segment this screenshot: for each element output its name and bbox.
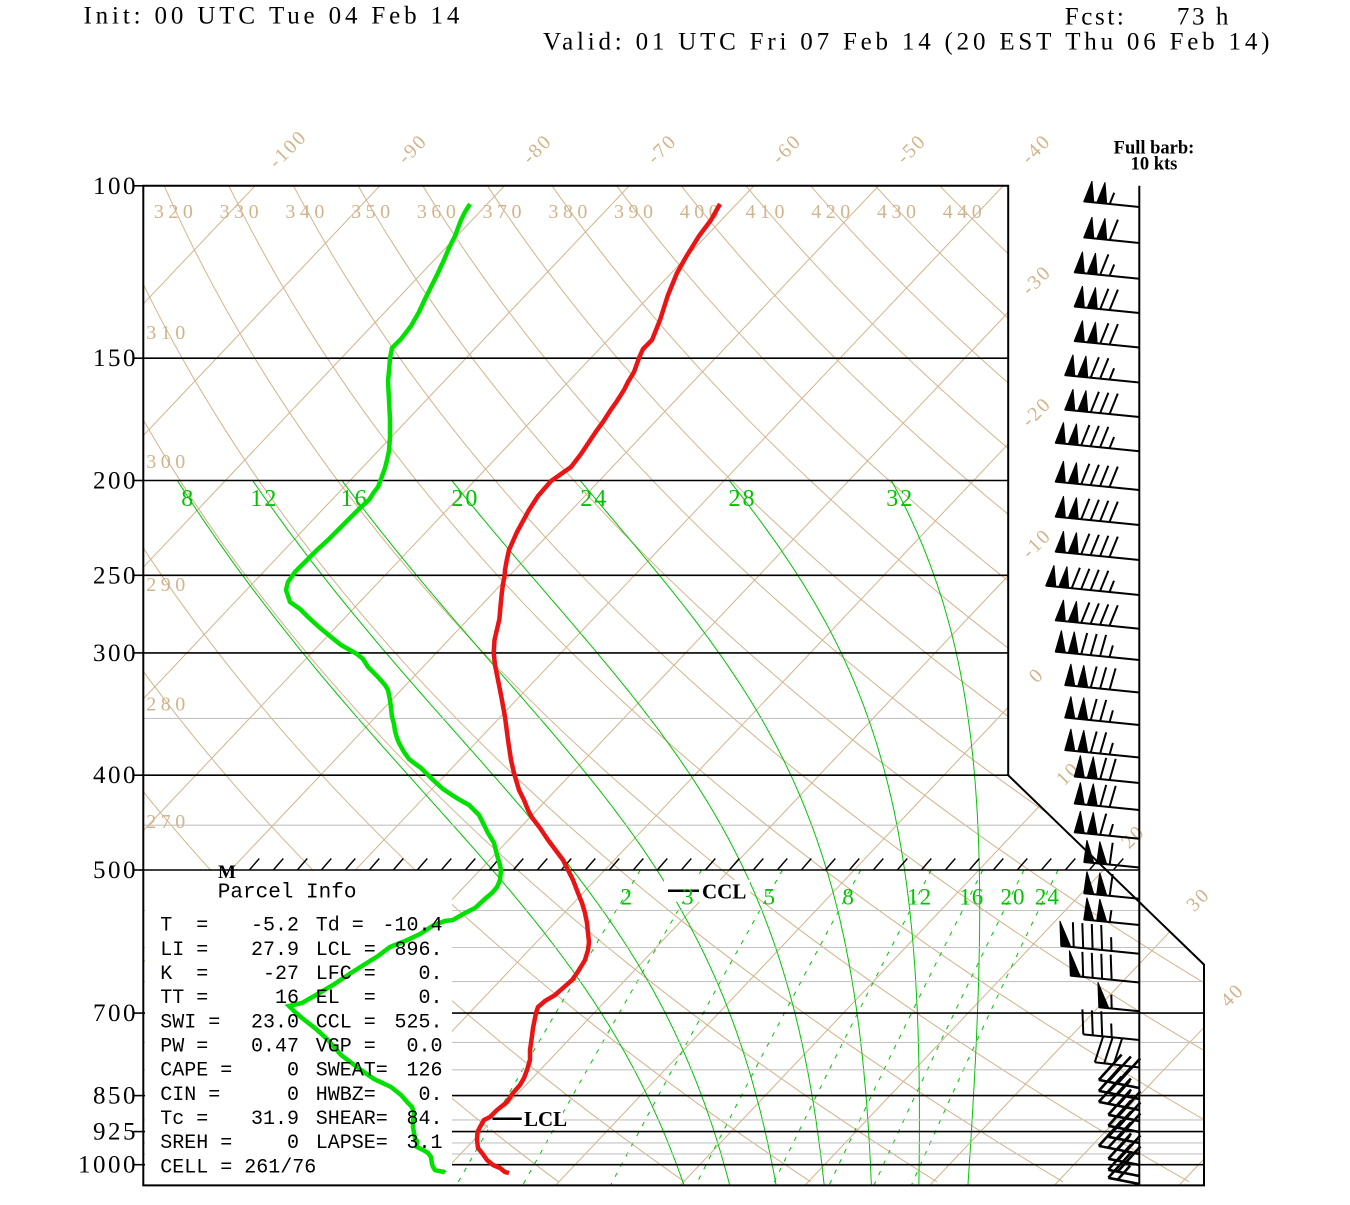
svg-text:-10.4: -10.4 xyxy=(382,915,442,938)
svg-text:350: 350 xyxy=(351,201,395,223)
svg-text:16: 16 xyxy=(341,486,369,512)
svg-text:TT =: TT = xyxy=(160,987,208,1010)
svg-text:PW =: PW = xyxy=(160,1036,208,1059)
svg-text:73 h: 73 h xyxy=(1177,4,1231,31)
svg-text:32: 32 xyxy=(886,486,914,512)
svg-text:EL =: EL = xyxy=(316,987,376,1010)
svg-text:330: 330 xyxy=(220,201,264,223)
svg-text:20: 20 xyxy=(451,486,479,512)
svg-text:126: 126 xyxy=(406,1060,442,1083)
svg-text:380: 380 xyxy=(548,201,592,223)
svg-text:300: 300 xyxy=(146,451,190,473)
svg-text:SWEAT=: SWEAT= xyxy=(316,1060,388,1083)
svg-text:0.: 0. xyxy=(418,1084,442,1107)
svg-text:8: 8 xyxy=(181,486,195,512)
svg-text:Tc =: Tc = xyxy=(160,1108,208,1131)
svg-text:Td =: Td = xyxy=(316,915,364,938)
svg-text:24: 24 xyxy=(580,486,608,512)
svg-text:850: 850 xyxy=(93,1083,138,1110)
svg-text:500: 500 xyxy=(93,857,138,884)
svg-text:1000: 1000 xyxy=(78,1152,138,1179)
svg-text:0.: 0. xyxy=(418,987,442,1010)
svg-text:360: 360 xyxy=(417,201,461,223)
svg-text:LAPSE=: LAPSE= xyxy=(316,1132,388,1155)
svg-text:12: 12 xyxy=(250,486,278,512)
svg-text:CELL = 261/76: CELL = 261/76 xyxy=(160,1156,316,1179)
svg-text:0: 0 xyxy=(287,1060,299,1083)
svg-text:SHEAR=: SHEAR= xyxy=(316,1108,388,1131)
svg-text:0: 0 xyxy=(287,1084,299,1107)
svg-text:0.0: 0.0 xyxy=(406,1036,442,1059)
svg-text:200: 200 xyxy=(93,468,138,495)
svg-text:23.0: 23.0 xyxy=(251,1011,299,1034)
svg-text:280: 280 xyxy=(146,694,190,716)
svg-text:-5.2: -5.2 xyxy=(251,915,299,938)
svg-text:370: 370 xyxy=(483,201,527,223)
svg-text:T =: T = xyxy=(160,915,208,938)
svg-text:SWI =: SWI = xyxy=(160,1011,220,1034)
svg-text:24: 24 xyxy=(1035,885,1060,910)
svg-text:LCL =: LCL = xyxy=(316,939,376,962)
svg-text:0.: 0. xyxy=(418,963,442,986)
svg-text:270: 270 xyxy=(146,811,190,833)
svg-text:390: 390 xyxy=(614,201,658,223)
svg-text:300: 300 xyxy=(93,640,138,667)
svg-text:28: 28 xyxy=(729,486,757,512)
svg-text:400: 400 xyxy=(93,762,138,789)
svg-text:3.1: 3.1 xyxy=(406,1132,442,1155)
svg-text:925: 925 xyxy=(93,1119,138,1146)
svg-text:Parcel Info: Parcel Info xyxy=(218,882,357,905)
svg-text:HWBZ=: HWBZ= xyxy=(316,1084,376,1107)
svg-text:290: 290 xyxy=(146,574,190,596)
svg-text:5: 5 xyxy=(764,885,777,910)
svg-text:CCL =: CCL = xyxy=(316,1011,376,1034)
svg-text:SREH =: SREH = xyxy=(160,1132,232,1155)
svg-text:CIN =: CIN = xyxy=(160,1084,220,1107)
svg-text:VGP =: VGP = xyxy=(316,1036,376,1059)
svg-text:27.9: 27.9 xyxy=(251,939,299,962)
svg-text:16: 16 xyxy=(959,885,984,910)
svg-text:8: 8 xyxy=(842,885,855,910)
svg-text:310: 310 xyxy=(146,322,190,344)
svg-text:LFC =: LFC = xyxy=(316,963,376,986)
svg-text:410: 410 xyxy=(746,201,790,223)
svg-text:10 kts: 10 kts xyxy=(1131,154,1178,174)
svg-text:3: 3 xyxy=(682,885,695,910)
svg-text:20: 20 xyxy=(1001,885,1026,910)
svg-text:CCL: CCL xyxy=(702,879,746,903)
svg-text:250: 250 xyxy=(93,562,138,589)
svg-text:430: 430 xyxy=(877,201,921,223)
svg-text:896.: 896. xyxy=(394,939,442,962)
svg-text:CAPE =: CAPE = xyxy=(160,1060,232,1083)
svg-text:16: 16 xyxy=(275,987,299,1010)
svg-text:Init: 00 UTC Tue 04 Feb 14: Init: 00 UTC Tue 04 Feb 14 xyxy=(84,3,464,30)
svg-text:440: 440 xyxy=(943,201,987,223)
svg-text:150: 150 xyxy=(93,345,138,372)
svg-text:525.: 525. xyxy=(394,1011,442,1034)
svg-text:31.9: 31.9 xyxy=(251,1108,299,1131)
svg-text:700: 700 xyxy=(93,1000,138,1027)
svg-text:340: 340 xyxy=(285,201,329,223)
svg-text:320: 320 xyxy=(154,201,198,223)
svg-text:420: 420 xyxy=(811,201,855,223)
svg-text:LCL: LCL xyxy=(524,1107,567,1131)
svg-text:0: 0 xyxy=(287,1132,299,1155)
svg-text:12: 12 xyxy=(907,885,932,910)
svg-text:2: 2 xyxy=(620,885,633,910)
svg-text:100: 100 xyxy=(93,173,138,200)
svg-text:-27: -27 xyxy=(263,963,299,986)
svg-text:LI =: LI = xyxy=(160,939,208,962)
svg-text:84.: 84. xyxy=(406,1108,442,1131)
svg-text:0.47: 0.47 xyxy=(251,1036,299,1059)
svg-text:M: M xyxy=(218,862,236,883)
svg-text:Valid: 01 UTC Fri 07 Feb 14 (2: Valid: 01 UTC Fri 07 Feb 14 (20 EST Thu … xyxy=(543,28,1273,55)
svg-text:Fcst:: Fcst: xyxy=(1065,4,1127,31)
svg-text:K =: K = xyxy=(160,963,208,986)
